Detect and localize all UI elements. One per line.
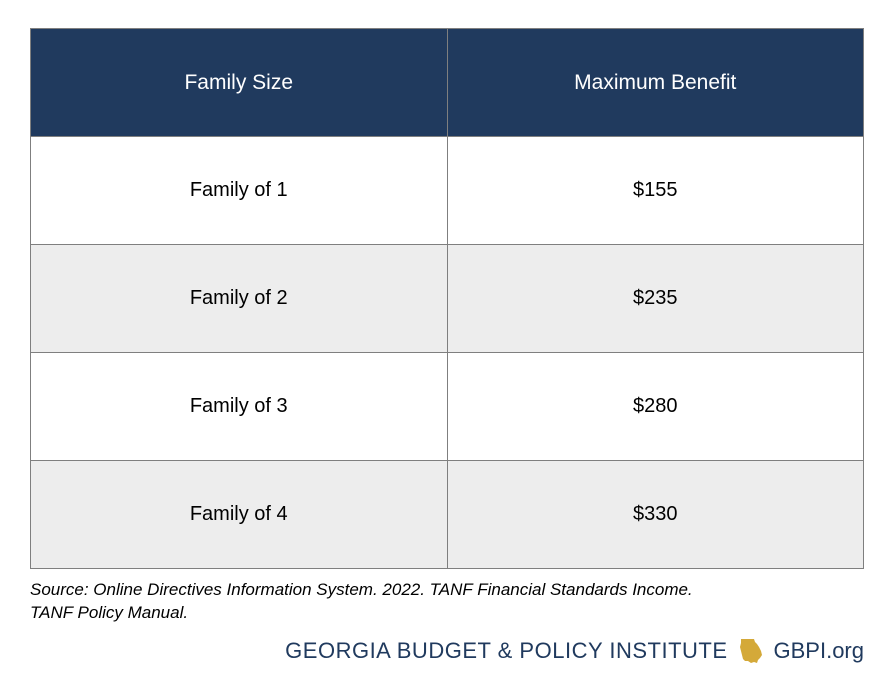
table-row: Family of 4 $330 [31,461,864,569]
footer: GEORGIA BUDGET & POLICY INSTITUTE GBPI.o… [285,637,864,665]
cell-family: Family of 1 [31,137,448,245]
table-row: Family of 2 $235 [31,245,864,353]
org-name: GEORGIA BUDGET & POLICY INSTITUTE [285,638,727,664]
org-site: GBPI.org [774,638,864,664]
col-header-max-benefit: Maximum Benefit [447,29,864,137]
table-header-row: Family Size Maximum Benefit [31,29,864,137]
cell-benefit: $235 [447,245,864,353]
cell-family: Family of 4 [31,461,448,569]
cell-family: Family of 2 [31,245,448,353]
benefits-table: Family Size Maximum Benefit Family of 1 … [30,28,864,569]
source-line-1: Source: Online Directives Information Sy… [30,579,864,602]
source-citation: Source: Online Directives Information Sy… [30,579,864,625]
source-line-2: TANF Policy Manual. [30,602,864,625]
table-row: Family of 1 $155 [31,137,864,245]
table-row: Family of 3 $280 [31,353,864,461]
georgia-state-icon [738,637,764,665]
cell-family: Family of 3 [31,353,448,461]
cell-benefit: $330 [447,461,864,569]
cell-benefit: $280 [447,353,864,461]
cell-benefit: $155 [447,137,864,245]
col-header-family-size: Family Size [31,29,448,137]
